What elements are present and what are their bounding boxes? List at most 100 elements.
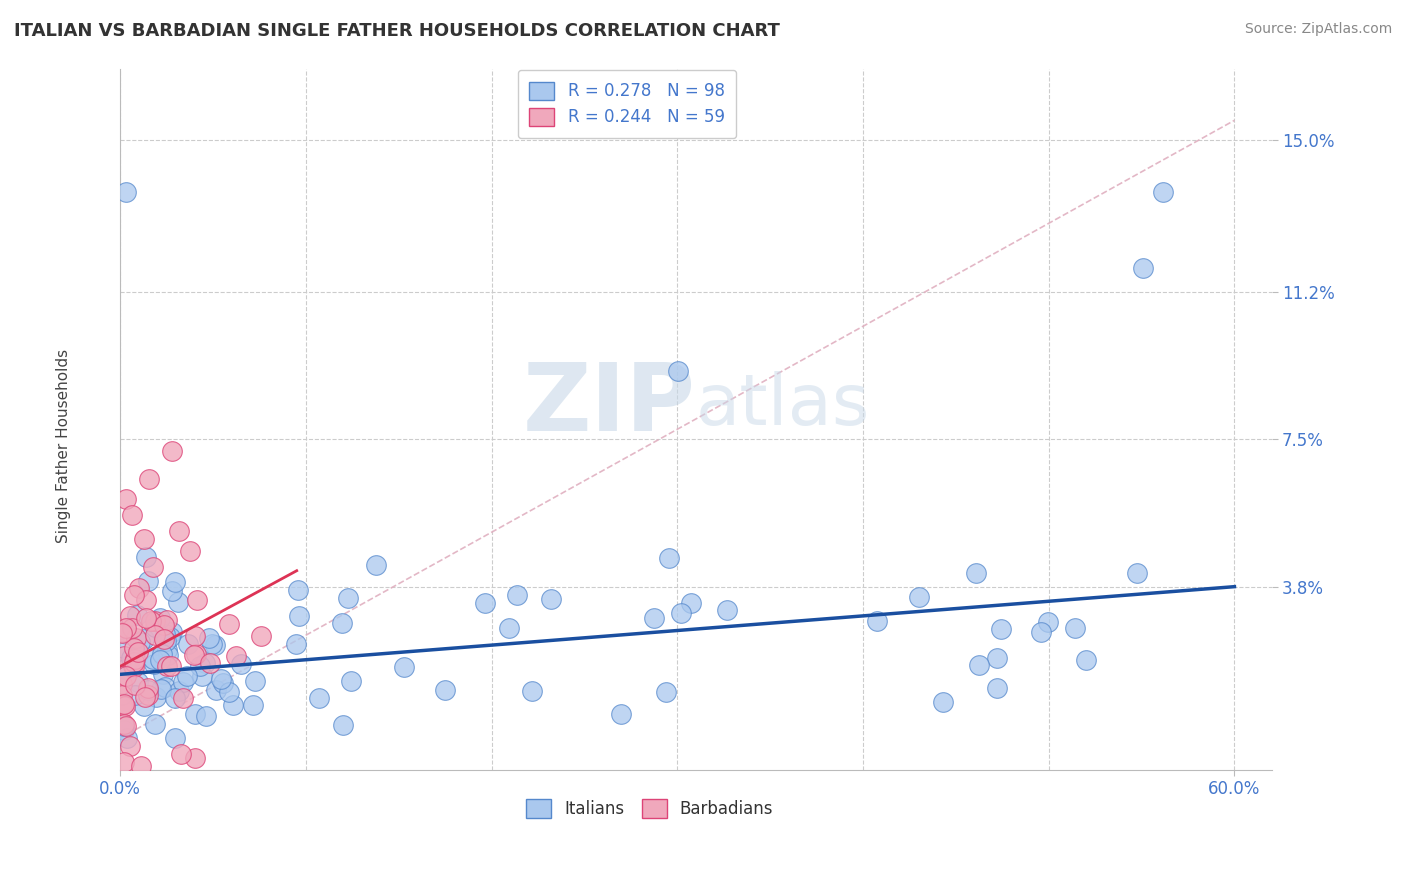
Point xyxy=(498,621,520,635)
Point xyxy=(212,676,235,690)
Point xyxy=(127,608,149,623)
Point xyxy=(197,632,219,646)
Point xyxy=(149,653,172,667)
Point xyxy=(198,657,221,671)
Point xyxy=(136,574,159,589)
Point xyxy=(908,590,931,604)
Point xyxy=(159,659,181,673)
Point xyxy=(112,648,135,663)
Point xyxy=(165,574,187,589)
Point xyxy=(204,683,226,698)
Point xyxy=(118,609,141,624)
Point xyxy=(165,731,187,745)
Point xyxy=(671,606,693,620)
Point xyxy=(285,638,308,652)
Text: atlas: atlas xyxy=(696,371,870,440)
Point xyxy=(986,651,1008,665)
Point xyxy=(194,709,217,723)
Point xyxy=(112,641,135,656)
Point xyxy=(172,690,194,705)
Point xyxy=(990,622,1012,636)
Point xyxy=(114,662,136,676)
Point xyxy=(167,524,190,538)
Point xyxy=(112,723,135,738)
Point xyxy=(1031,625,1053,640)
Point xyxy=(184,707,207,722)
Point xyxy=(288,609,311,624)
Point xyxy=(122,659,145,673)
Point xyxy=(506,589,529,603)
Point xyxy=(128,635,150,649)
Point xyxy=(522,684,544,698)
Point xyxy=(191,669,214,683)
Point xyxy=(160,624,183,639)
Point xyxy=(115,627,138,641)
Text: ITALIAN VS BARBADIAN SINGLE FATHER HOUSEHOLDS CORRELATION CHART: ITALIAN VS BARBADIAN SINGLE FATHER HOUSE… xyxy=(14,22,780,40)
Point xyxy=(932,695,955,709)
Point xyxy=(114,699,136,714)
Text: ZIP: ZIP xyxy=(523,359,696,451)
Point xyxy=(225,649,247,664)
Point xyxy=(121,621,143,635)
Point xyxy=(135,592,157,607)
Point xyxy=(643,611,665,625)
Point xyxy=(153,617,176,632)
Point xyxy=(340,673,363,688)
Point xyxy=(1132,260,1154,275)
Point xyxy=(364,558,387,573)
Point xyxy=(136,681,159,695)
Point xyxy=(184,647,207,661)
Point xyxy=(201,637,224,651)
Text: Single Father Households: Single Father Households xyxy=(56,349,70,543)
Point xyxy=(231,657,253,672)
Point xyxy=(127,645,149,659)
Point xyxy=(125,631,148,645)
Point xyxy=(143,620,166,634)
Point xyxy=(159,630,181,644)
Point xyxy=(111,677,134,691)
Point xyxy=(250,628,273,642)
Point xyxy=(1152,185,1174,199)
Point xyxy=(655,685,678,699)
Point xyxy=(124,678,146,692)
Point xyxy=(128,581,150,595)
Point xyxy=(111,698,134,713)
Point xyxy=(134,690,156,704)
Point xyxy=(115,668,138,682)
Point xyxy=(129,759,152,773)
Point xyxy=(177,637,200,651)
Point xyxy=(135,550,157,565)
Point xyxy=(142,651,165,665)
Point xyxy=(112,697,135,711)
Point xyxy=(111,626,134,640)
Point xyxy=(160,583,183,598)
Point xyxy=(245,673,267,688)
Point xyxy=(610,707,633,722)
Point xyxy=(117,731,139,745)
Point xyxy=(112,719,135,733)
Point xyxy=(194,656,217,670)
Point xyxy=(242,698,264,712)
Point xyxy=(143,614,166,628)
Point xyxy=(153,680,176,694)
Point xyxy=(143,657,166,671)
Point xyxy=(122,640,145,655)
Point xyxy=(142,559,165,574)
Point xyxy=(986,681,1008,696)
Point xyxy=(150,682,173,697)
Point xyxy=(153,632,176,646)
Point xyxy=(121,659,143,673)
Point xyxy=(132,632,155,646)
Point xyxy=(169,683,191,698)
Point xyxy=(120,651,142,665)
Point xyxy=(135,611,157,625)
Point xyxy=(127,674,149,689)
Legend: Italians, Barbadians: Italians, Barbadians xyxy=(520,793,780,825)
Point xyxy=(287,582,309,597)
Point xyxy=(308,691,330,706)
Point xyxy=(218,685,240,699)
Point xyxy=(681,596,703,610)
Point xyxy=(139,615,162,629)
Point xyxy=(204,638,226,652)
Point xyxy=(143,716,166,731)
